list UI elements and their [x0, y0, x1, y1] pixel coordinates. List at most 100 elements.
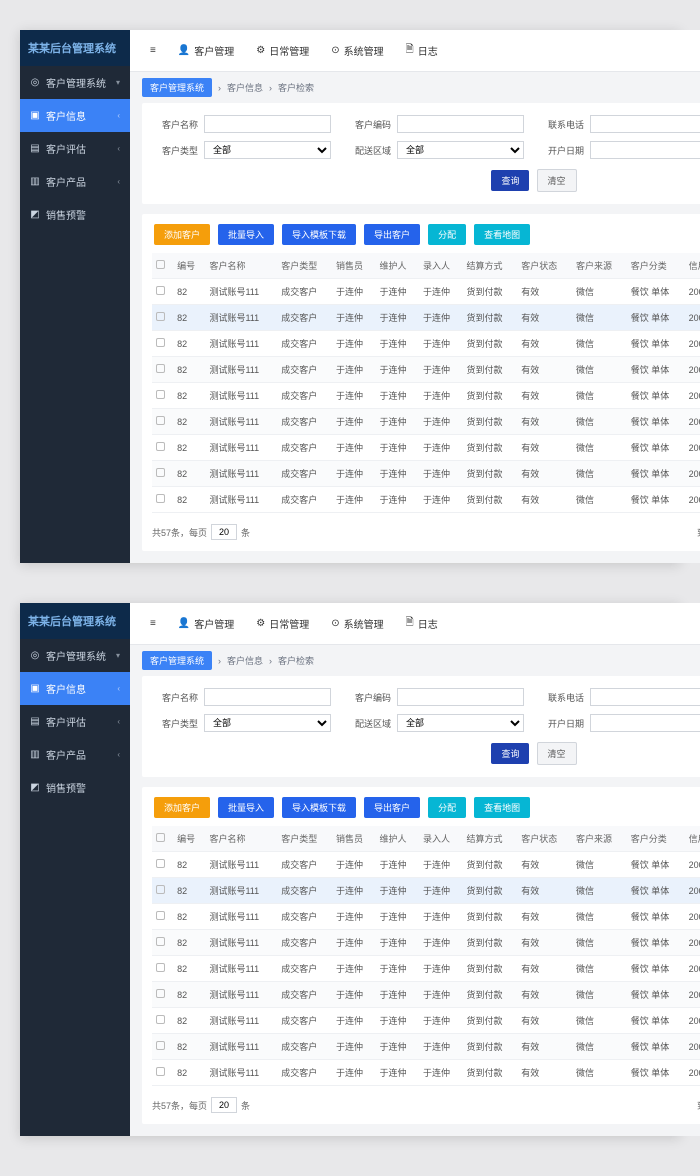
sidebar-item[interactable]: ◩ 销售预警 [20, 198, 130, 231]
table-row[interactable]: 82测试账号111成交客户于连仲于连仲于连仲货到付款有效微信餐饮 单体20000… [152, 279, 700, 305]
query-button[interactable]: 查询 [491, 743, 529, 764]
template-button[interactable]: 导入模板下载 [282, 224, 356, 245]
input-phone[interactable] [590, 115, 700, 133]
table-row[interactable]: 82测试账号111成交客户于连仲于连仲于连仲货到付款有效微信餐饮 单体20000… [152, 852, 700, 878]
table-row[interactable]: 82测试账号111成交客户于连仲于连仲于连仲货到付款有效微信餐饮 单体20000… [152, 383, 700, 409]
row-checkbox[interactable] [156, 911, 165, 920]
input-customer-code[interactable] [397, 688, 524, 706]
add-customer-button[interactable]: 添加客户 [154, 224, 210, 245]
breadcrumb-root[interactable]: 客户管理系统 [142, 651, 212, 670]
input-date[interactable] [590, 714, 700, 732]
row-checkbox[interactable] [156, 989, 165, 998]
sidebar-item[interactable]: ▤ 客户评估 ‹ [20, 705, 130, 738]
export-button[interactable]: 导出客户 [364, 224, 420, 245]
topnav-item[interactable]: ⚙ 日常管理 [246, 610, 319, 637]
map-button[interactable]: 查看地图 [474, 224, 530, 245]
sidebar-item[interactable]: ◎ 客户管理系统 ▾ [20, 639, 130, 672]
sidebar-nav: ◎ 客户管理系统 ▾ ▣ 客户信息 ‹ ▤ 客户评估 ‹ ▥ 客户产品 ‹ ◩ … [20, 66, 130, 231]
table-row[interactable]: 82测试账号111成交客户于连仲于连仲于连仲货到付款有效微信餐饮 单体20000… [152, 1034, 700, 1060]
select-area[interactable]: 全部 [397, 141, 524, 159]
input-phone[interactable] [590, 688, 700, 706]
row-checkbox[interactable] [156, 468, 165, 477]
import-button[interactable]: 批量导入 [218, 224, 274, 245]
row-checkbox[interactable] [156, 859, 165, 868]
breadcrumb-a[interactable]: 客户信息 [227, 81, 263, 94]
row-checkbox[interactable] [156, 390, 165, 399]
topnav-item[interactable]: ⚙ 日常管理 [246, 37, 319, 64]
breadcrumb-a[interactable]: 客户信息 [227, 654, 263, 667]
topbar: ≡ 👤 客户管理 ⚙ 日常管理 ⊙ 系统管理 🗎 日志 ◔ Hello， 包包 [130, 30, 700, 72]
assign-button[interactable]: 分配 [428, 797, 466, 818]
assign-button[interactable]: 分配 [428, 224, 466, 245]
menu-toggle-icon[interactable]: ≡ [142, 614, 164, 633]
topnav-item[interactable]: ⊙ 系统管理 [321, 37, 393, 64]
sidebar-item[interactable]: ▣ 客户信息 ‹ [20, 672, 130, 705]
table-row[interactable]: 82测试账号111成交客户于连仲于连仲于连仲货到付款有效微信餐饮 单体20000… [152, 878, 700, 904]
cell: 测试账号111 [205, 930, 277, 956]
row-checkbox[interactable] [156, 1041, 165, 1050]
sidebar-item[interactable]: ▣ 客户信息 ‹ [20, 99, 130, 132]
table-row[interactable]: 82测试账号111成交客户于连仲于连仲于连仲货到付款有效微信餐饮 单体20000… [152, 435, 700, 461]
sidebar-item[interactable]: ▥ 客户产品 ‹ [20, 165, 130, 198]
table-row[interactable]: 82测试账号111成交客户于连仲于连仲于连仲货到付款有效微信餐饮 单体20000… [152, 331, 700, 357]
sidebar-item[interactable]: ▥ 客户产品 ‹ [20, 738, 130, 771]
row-checkbox[interactable] [156, 937, 165, 946]
row-checkbox[interactable] [156, 963, 165, 972]
row-checkbox[interactable] [156, 494, 165, 503]
table-row[interactable]: 82测试账号111成交客户于连仲于连仲于连仲货到付款有效微信餐饮 单体20000… [152, 357, 700, 383]
table-row[interactable]: 82测试账号111成交客户于连仲于连仲于连仲货到付款有效微信餐饮 单体20000… [152, 930, 700, 956]
topnav-item[interactable]: 👤 客户管理 [168, 37, 244, 64]
topnav-item[interactable]: 🗎 日志 [396, 609, 448, 638]
sidebar-item[interactable]: ◎ 客户管理系统 ▾ [20, 66, 130, 99]
table-row[interactable]: 82测试账号111成交客户于连仲于连仲于连仲货到付款有效微信餐饮 单体20000… [152, 305, 700, 331]
cell: 于连仲 [419, 331, 463, 357]
table-row[interactable]: 82测试账号111成交客户于连仲于连仲于连仲货到付款有效微信餐饮 单体20000… [152, 1008, 700, 1034]
cell: 于连仲 [332, 1060, 376, 1086]
breadcrumb-root[interactable]: 客户管理系统 [142, 78, 212, 97]
select-area[interactable]: 全部 [397, 714, 524, 732]
export-button[interactable]: 导出客户 [364, 797, 420, 818]
input-date[interactable] [590, 141, 700, 159]
table-row[interactable]: 82测试账号111成交客户于连仲于连仲于连仲货到付款有效微信餐饮 单体20000… [152, 409, 700, 435]
topnav-item[interactable]: ⊙ 系统管理 [321, 610, 393, 637]
add-customer-button[interactable]: 添加客户 [154, 797, 210, 818]
sidebar-item[interactable]: ◩ 销售预警 [20, 771, 130, 804]
row-checkbox[interactable] [156, 442, 165, 451]
cell: 有效 [517, 487, 572, 513]
row-checkbox[interactable] [156, 286, 165, 295]
clear-button[interactable]: 清空 [537, 742, 577, 765]
input-customer-code[interactable] [397, 115, 524, 133]
topnav-item[interactable]: 🗎 日志 [396, 36, 448, 65]
row-checkbox[interactable] [156, 312, 165, 321]
select-type[interactable]: 全部 [204, 141, 331, 159]
select-type[interactable]: 全部 [204, 714, 331, 732]
table-row[interactable]: 82测试账号111成交客户于连仲于连仲于连仲货到付款有效微信餐饮 单体20000… [152, 487, 700, 513]
topnav-item[interactable]: 👤 客户管理 [168, 610, 244, 637]
per-page-input[interactable] [211, 1097, 237, 1113]
template-button[interactable]: 导入模板下载 [282, 797, 356, 818]
row-checkbox[interactable] [156, 364, 165, 373]
table-row[interactable]: 82测试账号111成交客户于连仲于连仲于连仲货到付款有效微信餐饮 单体20000… [152, 982, 700, 1008]
row-checkbox[interactable] [156, 1015, 165, 1024]
import-button[interactable]: 批量导入 [218, 797, 274, 818]
per-page-input[interactable] [211, 524, 237, 540]
table-row[interactable]: 82测试账号111成交客户于连仲于连仲于连仲货到付款有效微信餐饮 单体20000… [152, 904, 700, 930]
app-window: 某某后台管理系统 ◎ 客户管理系统 ▾ ▣ 客户信息 ‹ ▤ 客户评估 ‹ ▥ … [20, 30, 680, 563]
sidebar-item[interactable]: ▤ 客户评估 ‹ [20, 132, 130, 165]
table-row[interactable]: 82测试账号111成交客户于连仲于连仲于连仲货到付款有效微信餐饮 单体20000… [152, 461, 700, 487]
clear-button[interactable]: 清空 [537, 169, 577, 192]
query-button[interactable]: 查询 [491, 170, 529, 191]
input-customer-name[interactable] [204, 115, 331, 133]
table-row[interactable]: 82测试账号111成交客户于连仲于连仲于连仲货到付款有效微信餐饮 单体20000… [152, 1060, 700, 1086]
checkbox-all[interactable] [156, 833, 165, 842]
row-checkbox[interactable] [156, 885, 165, 894]
row-checkbox[interactable] [156, 416, 165, 425]
input-customer-name[interactable] [204, 688, 331, 706]
row-checkbox[interactable] [156, 1067, 165, 1076]
row-checkbox[interactable] [156, 338, 165, 347]
col-header: 结算方式 [463, 253, 518, 279]
map-button[interactable]: 查看地图 [474, 797, 530, 818]
menu-toggle-icon[interactable]: ≡ [142, 41, 164, 60]
table-row[interactable]: 82测试账号111成交客户于连仲于连仲于连仲货到付款有效微信餐饮 单体20000… [152, 956, 700, 982]
checkbox-all[interactable] [156, 260, 165, 269]
